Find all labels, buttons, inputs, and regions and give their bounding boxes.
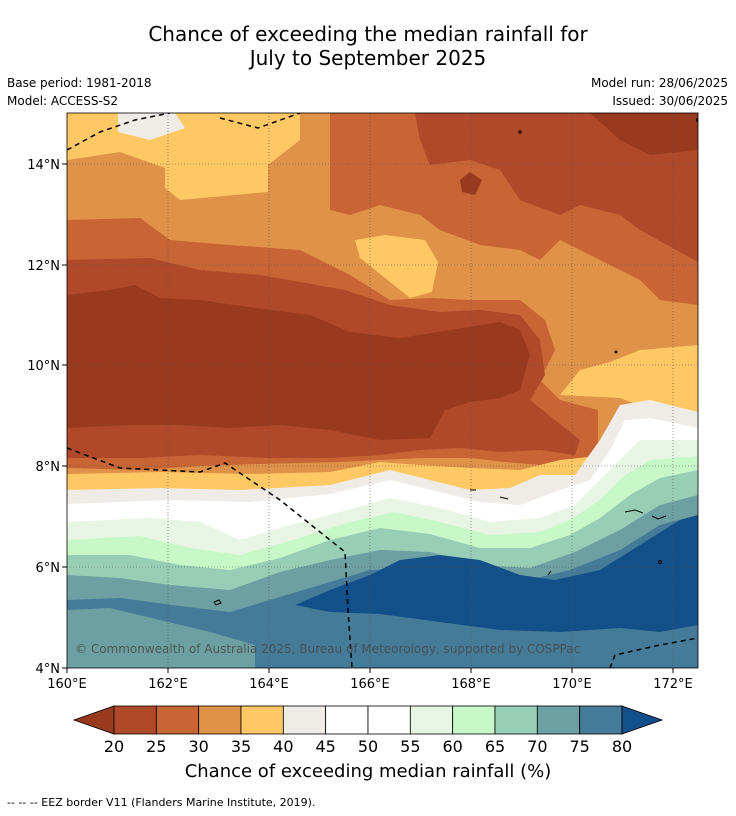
lon-label: 160°E	[47, 677, 87, 692]
band-over-80	[295, 515, 698, 632]
colorbar-box	[240, 705, 284, 735]
colorbar-label: Chance of exceeding median rainfall (%)	[184, 761, 552, 782]
lat-label: 12°N	[27, 259, 60, 274]
model-name: Model: ACCESS-S2	[7, 94, 119, 108]
lat-label: 6°N	[36, 561, 61, 576]
colorbar-tick-label: 35	[231, 737, 251, 756]
eez-borders	[67, 113, 698, 668]
lon-label: 164°E	[249, 677, 289, 692]
lon-label: 168°E	[451, 677, 491, 692]
lat-labels: 14°N 12°N 10°N 8°N 6°N 4°N	[27, 158, 60, 677]
colorbar-tick-label: 80	[612, 737, 632, 756]
colorbar-box	[452, 705, 496, 735]
map-title: Chance of exceeding the median rainfall …	[0, 22, 736, 70]
colorbar-tick-label: 30	[188, 737, 208, 756]
graticule	[67, 113, 698, 668]
lon-label: 162°E	[148, 677, 188, 692]
lon-label: 166°E	[350, 677, 390, 692]
colorbar-box	[282, 705, 327, 735]
band-75-80-sw	[67, 608, 255, 668]
eez-footnote: -- -- -- EEZ border V11 (Flanders Marine…	[7, 796, 316, 809]
title-line-2: July to September 2025	[249, 46, 487, 70]
lon-labels: 160°E 162°E 164°E 166°E 168°E 170°E 172°…	[47, 677, 693, 692]
colorbar-high-arrow	[621, 705, 664, 735]
issued-date: Issued: 30/06/2025	[612, 94, 728, 108]
meta-right: Model run: 28/06/2025 Issued: 30/06/2025	[591, 74, 728, 110]
colorbar-box	[494, 705, 538, 735]
colorbar-tick-label: 25	[146, 737, 166, 756]
axis-ticks	[62, 163, 674, 673]
lat-label: 4°N	[36, 662, 61, 677]
band-20-25-central	[67, 285, 530, 440]
colorbar-tick-label: 60	[442, 737, 462, 756]
lat-label: 10°N	[27, 359, 60, 374]
band-20-25-north	[590, 113, 698, 155]
band-20-25-spot	[460, 172, 482, 195]
colorbar-tick-label: 20	[104, 737, 124, 756]
colorbar-tick-label: 55	[400, 737, 420, 756]
colorbar-low-arrow	[72, 705, 115, 735]
colorbar-box	[536, 705, 581, 735]
colorbar-box	[155, 705, 200, 735]
band-25-30-north	[415, 113, 698, 262]
colorbar-box	[367, 705, 411, 735]
copyright-watermark: © Commonwealth of Australia 2025, Bureau…	[75, 642, 580, 656]
band-40-45-blob	[355, 235, 438, 298]
colorbar-tick-label: 50	[358, 737, 378, 756]
colorbar-box	[198, 705, 242, 735]
lat-label: 14°N	[27, 158, 60, 173]
base-period: Base period: 1981-2018	[7, 76, 152, 90]
band-40-45-east	[560, 345, 698, 420]
map-frame	[66, 112, 699, 669]
model-run: Model run: 28/06/2025	[590, 76, 728, 90]
colorbar-tick-label: 40	[273, 737, 293, 756]
meta-left: Base period: 1981-2018 Model: ACCESS-S2	[7, 74, 152, 110]
colorbar-box	[409, 705, 454, 735]
colorbar-tick-label: 75	[569, 737, 589, 756]
colorbar-box	[579, 705, 623, 735]
lon-label: 172°E	[653, 677, 693, 692]
lat-label: 8°N	[36, 460, 61, 475]
islands	[213, 118, 698, 606]
colorbar: 20 25 30 35 40 45 50 55 60 65 70 75 80	[72, 705, 664, 756]
lon-label: 170°E	[552, 677, 592, 692]
colorbar-tick-label: 45	[315, 737, 335, 756]
map-area: © Commonwealth of Australia 2025, Bureau…	[67, 113, 698, 668]
colorbar-tick-label: 70	[527, 737, 547, 756]
title-line-1: Chance of exceeding the median rainfall …	[148, 22, 588, 46]
colorbar-box	[113, 705, 157, 735]
band-40-45-north	[67, 113, 300, 200]
colorbar-box	[325, 705, 369, 735]
colorbar-tick-label: 65	[485, 737, 505, 756]
